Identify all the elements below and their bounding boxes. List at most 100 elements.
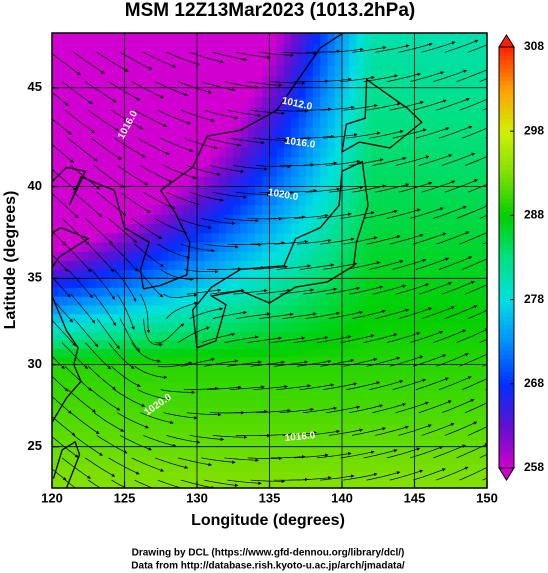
field-cell (66, 33, 75, 45)
field-cell (291, 415, 300, 425)
field-cell (88, 260, 97, 270)
field-cell (458, 86, 466, 98)
field-cell (262, 126, 271, 138)
field-cell (320, 398, 329, 408)
field-cell (226, 166, 234, 177)
field-cell (298, 480, 307, 488)
field-cell (255, 287, 263, 297)
field-cell (269, 431, 278, 441)
field-cell (88, 195, 97, 206)
field-cell (465, 185, 474, 196)
field-cell (95, 356, 104, 366)
field-cell (204, 43, 213, 56)
field-cell (479, 195, 487, 206)
field-cell (429, 356, 437, 366)
field-cell (276, 54, 285, 66)
field-cell (117, 339, 126, 349)
field-cell (392, 407, 401, 416)
field-cell (313, 54, 321, 66)
field-cell (407, 204, 416, 215)
field-cell (385, 331, 394, 341)
field-cell (342, 33, 350, 45)
field-cell (233, 116, 242, 128)
streamline (305, 429, 340, 436)
colorbar-cell (499, 383, 514, 389)
streamline (444, 39, 479, 53)
field-cell (298, 96, 307, 108)
field-cell (175, 166, 184, 177)
field-cell (240, 86, 249, 98)
field-cell (255, 269, 263, 279)
field-cell (421, 214, 430, 225)
field-cell (189, 390, 198, 400)
field-cell (298, 407, 307, 416)
field-cell (356, 439, 365, 449)
field-cell (131, 195, 140, 206)
field-cell (226, 431, 234, 441)
field-cell (211, 439, 220, 449)
field-cell (443, 313, 452, 324)
field-cell (117, 106, 126, 118)
field-cell (175, 185, 184, 196)
field-cell (233, 185, 242, 196)
field-cell (175, 407, 184, 416)
field-cell (66, 304, 75, 315)
field-cell (131, 106, 140, 118)
field-cell (305, 472, 314, 481)
streamline (52, 53, 82, 76)
field-cell (146, 415, 155, 425)
field-cell (189, 464, 198, 473)
field-cell (458, 287, 466, 297)
field-cell (414, 431, 423, 441)
colorbar-cell (499, 68, 514, 73)
field-cell (88, 390, 97, 400)
field-cell (291, 214, 300, 225)
x-tick-label: 145 (404, 490, 426, 505)
field-cell (371, 86, 379, 98)
field-cell (378, 204, 387, 215)
field-cell (465, 166, 474, 177)
field-cell (371, 176, 379, 187)
x-tick-label: 150 (476, 490, 498, 505)
field-cell (153, 106, 162, 118)
field-cell (479, 156, 487, 168)
streamline (296, 359, 332, 367)
field-cell (429, 176, 437, 187)
field-cell (465, 456, 474, 465)
y-tick-label: 25 (28, 438, 42, 453)
field-cell (363, 322, 372, 332)
streamline (296, 476, 332, 481)
field-cell (73, 464, 82, 473)
field-cell (320, 287, 329, 297)
field-cell (291, 260, 300, 270)
field-cell (218, 278, 227, 288)
colorbar-cell (499, 341, 514, 347)
field-cell (73, 214, 82, 225)
field-cell (73, 269, 82, 279)
field-cell (153, 185, 162, 196)
field-cell (284, 106, 292, 118)
field-cell (117, 456, 126, 465)
field-cell (407, 447, 416, 457)
field-cell (247, 278, 256, 288)
field-cell (334, 116, 343, 128)
colorbar-cell (499, 215, 514, 221)
field-cell (385, 313, 394, 324)
field-cell (443, 407, 452, 416)
field-cell (255, 185, 263, 196)
field-cell (414, 43, 423, 56)
field-cell (204, 54, 213, 66)
field-cell (95, 232, 104, 243)
field-cell (233, 472, 242, 481)
field-cell (52, 373, 60, 383)
field-cell (291, 106, 300, 118)
streamline (433, 205, 467, 219)
contour-label: 1020.0 (267, 187, 299, 203)
streamline (73, 191, 103, 218)
streamline (236, 51, 271, 60)
field-cell (479, 54, 487, 66)
field-cell (73, 156, 82, 168)
field-cell (320, 146, 329, 158)
field-cell (334, 431, 343, 441)
field-cell (334, 106, 343, 118)
